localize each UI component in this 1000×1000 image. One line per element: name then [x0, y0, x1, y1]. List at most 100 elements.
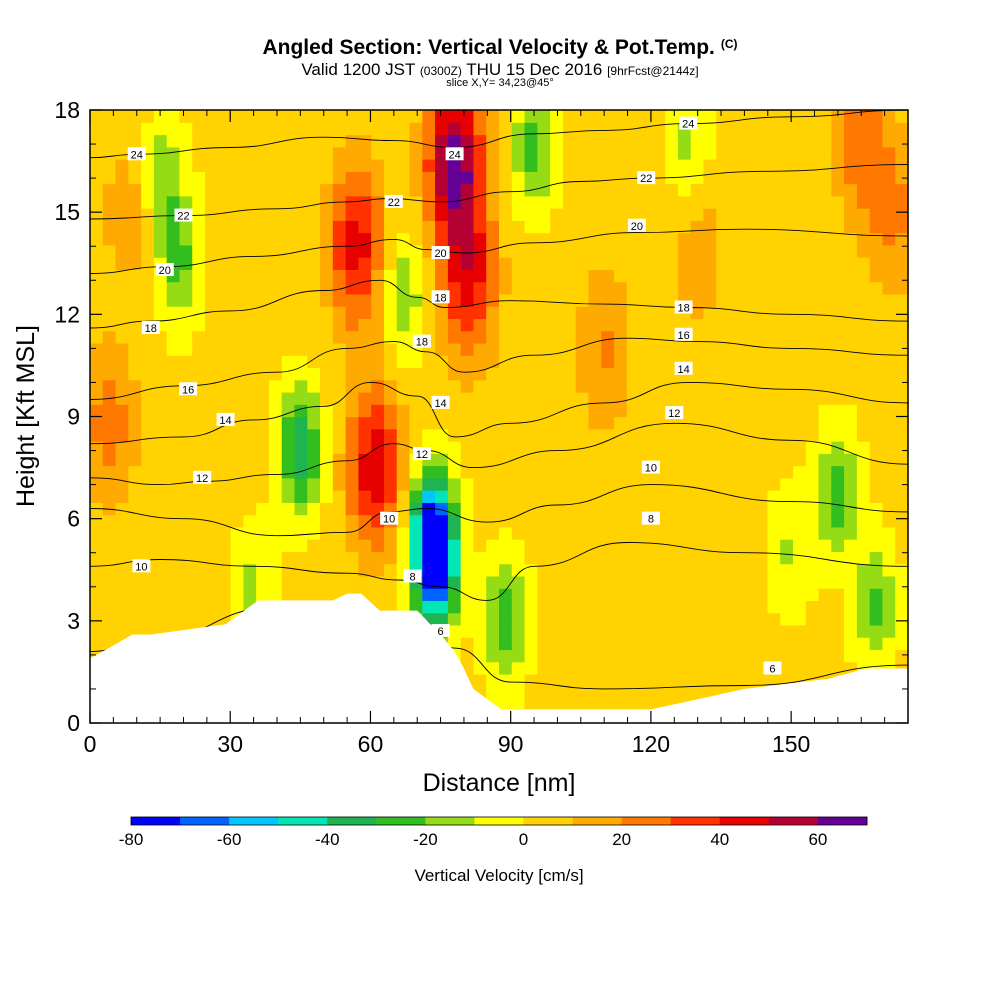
velocity-cell — [601, 686, 615, 700]
velocity-cell — [102, 453, 117, 467]
velocity-cell — [396, 293, 411, 307]
velocity-cell — [447, 551, 462, 565]
velocity-cell — [895, 477, 909, 491]
velocity-cell — [192, 122, 206, 136]
velocity-cell — [729, 146, 743, 160]
velocity-cell — [205, 134, 219, 148]
velocity-cell — [716, 342, 730, 356]
velocity-cell — [90, 355, 104, 369]
velocity-cell — [818, 551, 832, 565]
velocity-cell — [268, 208, 283, 221]
velocity-cell — [818, 441, 832, 454]
velocity-cell — [524, 551, 538, 565]
velocity-cell — [626, 171, 641, 185]
velocity-cell — [524, 404, 538, 418]
velocity-cell — [754, 441, 769, 454]
velocity-cell — [537, 612, 551, 626]
theta-label-bg — [641, 511, 660, 525]
velocity-cell — [677, 490, 692, 503]
velocity-cell — [217, 293, 232, 307]
theta-label-bg — [403, 569, 422, 583]
velocity-cell — [345, 342, 360, 356]
velocity-cell — [511, 122, 526, 136]
velocity-cell — [562, 318, 577, 332]
velocity-cell — [102, 159, 117, 172]
velocity-cell — [856, 281, 871, 295]
velocity-cell — [447, 404, 462, 418]
velocity-cell — [537, 379, 551, 393]
velocity-cell — [741, 379, 756, 393]
velocity-cell — [307, 379, 321, 393]
velocity-cell — [626, 514, 641, 528]
velocity-cell — [141, 404, 155, 418]
velocity-cell — [601, 441, 615, 454]
velocity-cell — [754, 551, 769, 565]
velocity-cell — [741, 453, 756, 467]
velocity-cell — [741, 551, 756, 565]
velocity-cell — [90, 220, 104, 234]
velocity-cell — [256, 526, 270, 540]
velocity-cell — [473, 269, 487, 283]
velocity-cell — [115, 355, 129, 369]
velocity-cell — [626, 134, 641, 148]
velocity-cell — [741, 134, 756, 148]
velocity-cell — [90, 342, 104, 356]
velocity-cell — [115, 281, 129, 295]
velocity-cell — [665, 490, 679, 503]
velocity-cell — [729, 404, 743, 418]
velocity-cell — [780, 612, 794, 626]
velocity-cell — [524, 391, 538, 405]
velocity-cell — [243, 183, 257, 197]
velocity-cell — [524, 600, 538, 614]
velocity-cell — [818, 404, 832, 418]
velocity-cell — [741, 122, 756, 136]
velocity-cell — [882, 453, 896, 467]
velocity-cell — [307, 293, 321, 307]
velocity-cell — [473, 208, 487, 221]
velocity-cell — [703, 441, 717, 454]
velocity-cell — [729, 600, 743, 614]
velocity-cell — [179, 257, 193, 270]
velocity-cell — [102, 624, 117, 638]
velocity-cell — [652, 134, 666, 148]
velocity-cell — [460, 551, 475, 565]
velocity-cell — [729, 661, 743, 675]
velocity-cell — [818, 502, 832, 516]
velocity-cell — [460, 318, 475, 332]
velocity-cell — [383, 342, 398, 356]
velocity-cell — [294, 183, 308, 197]
velocity-cell — [882, 502, 896, 516]
velocity-cell — [192, 490, 206, 503]
velocity-cell — [895, 281, 909, 295]
velocity-cell — [844, 122, 858, 136]
velocity-cell — [511, 110, 526, 123]
velocity-cell — [102, 208, 117, 221]
velocity-cell — [166, 293, 181, 307]
velocity-cell — [588, 428, 602, 442]
velocity-cell — [166, 122, 181, 136]
velocity-cell — [550, 551, 564, 565]
velocity-cell — [460, 600, 475, 614]
velocity-cell — [869, 526, 884, 540]
velocity-cell — [102, 355, 117, 369]
velocity-cell — [665, 514, 679, 528]
velocity-cell — [626, 575, 641, 589]
velocity-cell — [486, 502, 500, 516]
velocity-cell — [550, 208, 564, 221]
velocity-cell — [115, 110, 129, 123]
velocity-cell — [639, 257, 653, 270]
velocity-cell — [383, 563, 398, 577]
velocity-cell — [230, 465, 244, 479]
velocity-cell — [550, 588, 564, 601]
velocity-cell — [358, 134, 372, 148]
velocity-cell — [575, 441, 590, 454]
velocity-cell — [792, 171, 807, 185]
velocity-cell — [716, 257, 730, 270]
velocity-cell — [537, 244, 551, 258]
velocity-cell — [792, 661, 807, 675]
velocity-cell — [192, 612, 206, 626]
velocity-cell — [499, 490, 513, 503]
velocity-cell — [153, 355, 168, 369]
velocity-cell — [383, 551, 398, 565]
velocity-cell — [831, 122, 845, 136]
